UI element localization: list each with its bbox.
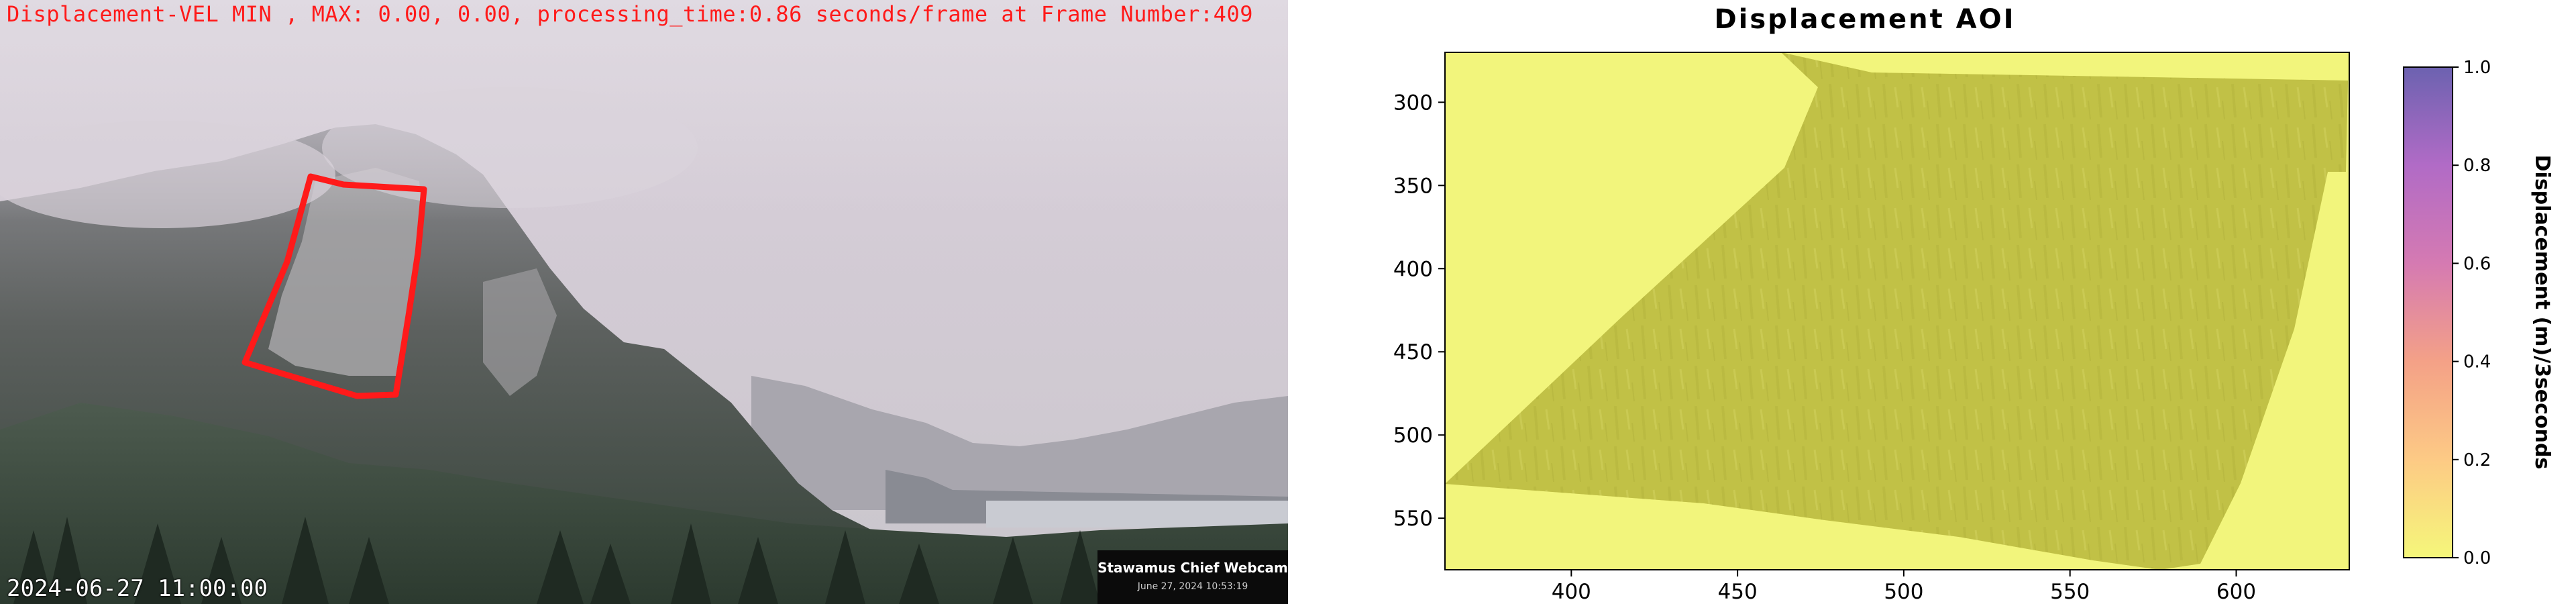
colorbar-tick-label: 0.0 [2463,548,2491,568]
x-axis-ticks: 400 450 500 550 600 [1552,570,2256,604]
colorbar-tick-label: 0.8 [2463,156,2491,176]
status-line: Displacement-VEL MIN , MAX: 0.00, 0.00, … [7,1,1253,27]
y-tick-label: 500 [1393,423,1433,448]
plot-title: Displacement AOI [1714,4,2016,35]
displacement-plot: Displacement AOI [1288,0,2576,604]
webcam-frame: Displacement-VEL MIN , MAX: 0.00, 0.00, … [0,0,1288,604]
x-tick-label: 450 [1718,580,1758,604]
frame-timestamp: 2024-06-27 11:00:00 [7,575,268,602]
colorbar-tick-label: 0.4 [2463,352,2491,372]
x-tick-label: 400 [1552,580,1591,604]
webcam-name: Stawamus Chief Webcam [1097,560,1288,576]
webcam-date: June 27, 2024 10:53:19 [1137,581,1248,592]
colorbar [2403,66,2453,558]
y-tick-label: 300 [1393,91,1433,115]
y-tick-label: 450 [1393,340,1433,364]
y-axis-ticks: 300 350 400 450 500 550 [1393,91,1445,531]
x-tick-label: 600 [2216,580,2256,604]
webcam-image [0,0,1288,604]
displacement-region [1445,52,2348,570]
colorbar-tick-label: 0.2 [2463,450,2491,470]
webcam-watermark: Stawamus Chief Webcam June 27, 2024 10:5… [1097,550,1288,604]
y-tick-label: 550 [1393,507,1433,531]
colorbar-ticks: 0.0 0.2 0.4 0.6 0.8 1.0 [2453,58,2491,568]
axes-frame [1444,52,2350,570]
colorbar-tick-label: 1.0 [2463,58,2491,78]
x-tick-label: 550 [2050,580,2090,604]
colorbar-tick-label: 0.6 [2463,254,2491,274]
y-tick-label: 350 [1393,174,1433,198]
y-tick-label: 400 [1393,257,1433,281]
roi-polygon [241,173,427,399]
x-tick-label: 500 [1884,580,1923,604]
colorbar-label: Displacement (m)/3seconds [2530,155,2554,470]
